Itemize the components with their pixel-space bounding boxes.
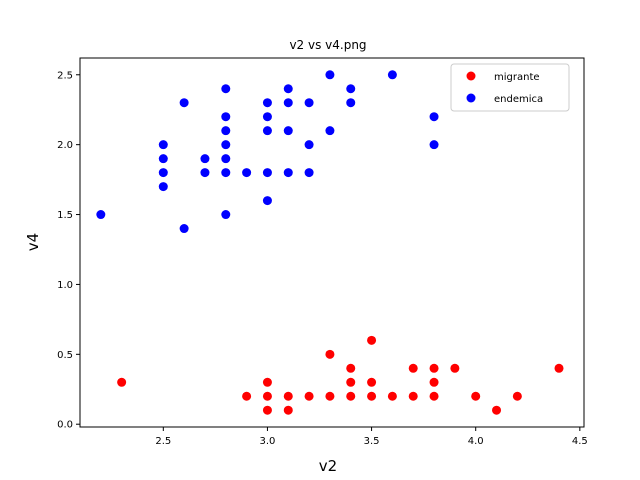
- legend-marker-endemica: [466, 93, 476, 103]
- legend-marker-migrante: [466, 71, 476, 81]
- point-endemica: [304, 98, 314, 108]
- point-endemica: [262, 112, 272, 122]
- point-migrante: [408, 391, 418, 401]
- point-endemica: [96, 210, 106, 220]
- y-tick-label: 0.5: [57, 350, 73, 361]
- point-endemica: [158, 140, 168, 150]
- point-migrante: [512, 391, 522, 401]
- point-migrante: [429, 363, 439, 373]
- point-endemica: [429, 140, 439, 150]
- point-migrante: [367, 377, 377, 387]
- point-migrante: [304, 391, 314, 401]
- point-migrante: [242, 391, 252, 401]
- point-endemica: [221, 154, 231, 164]
- x-tick-label: 3.5: [364, 436, 380, 447]
- point-endemica: [221, 84, 231, 94]
- point-migrante: [262, 391, 272, 401]
- y-axis-ticks: 0.0 0.5 1.0 1.5 2.0 2.5: [57, 70, 80, 431]
- point-endemica: [429, 112, 439, 122]
- point-endemica: [200, 154, 210, 164]
- point-endemica: [283, 98, 293, 108]
- point-endemica: [221, 126, 231, 136]
- point-migrante: [387, 391, 397, 401]
- point-endemica: [262, 98, 272, 108]
- point-endemica: [221, 210, 231, 220]
- point-endemica: [283, 168, 293, 178]
- legend-label-endemica: endemica: [494, 94, 543, 105]
- y-tick-label: 2.5: [57, 70, 73, 81]
- point-endemica: [325, 70, 335, 80]
- point-endemica: [262, 196, 272, 206]
- point-endemica: [200, 168, 210, 178]
- plot-area-frame: [79, 57, 585, 428]
- x-tick-label: 4.5: [572, 436, 588, 447]
- point-endemica: [325, 126, 335, 136]
- point-migrante: [450, 363, 460, 373]
- point-migrante: [429, 377, 439, 387]
- point-migrante: [408, 363, 418, 373]
- point-endemica: [179, 98, 189, 108]
- x-axis-label: v2: [319, 457, 337, 475]
- point-endemica: [262, 126, 272, 136]
- point-migrante: [346, 391, 356, 401]
- point-endemica: [304, 140, 314, 150]
- point-endemica: [387, 70, 397, 80]
- point-endemica: [346, 84, 356, 94]
- legend-label-migrante: migrante: [494, 72, 540, 83]
- point-endemica: [283, 84, 293, 94]
- y-tick-label: 1.5: [57, 210, 73, 221]
- point-migrante: [325, 391, 335, 401]
- legend-box: [450, 63, 570, 112]
- point-migrante: [117, 377, 127, 387]
- point-migrante: [367, 391, 377, 401]
- y-tick-label: 1.0: [57, 280, 73, 291]
- point-endemica: [158, 182, 168, 192]
- point-migrante: [283, 405, 293, 415]
- point-endemica: [221, 112, 231, 122]
- point-migrante: [325, 349, 335, 359]
- y-tick-label: 2.0: [57, 140, 73, 151]
- point-endemica: [304, 168, 314, 178]
- point-migrante: [471, 391, 481, 401]
- point-migrante: [554, 363, 564, 373]
- point-migrante: [429, 391, 439, 401]
- point-migrante: [283, 391, 293, 401]
- y-tick-label: 0.0: [57, 420, 73, 431]
- chart-title: v2 vs v4.png: [289, 38, 366, 52]
- point-migrante: [346, 363, 356, 373]
- point-migrante: [262, 377, 272, 387]
- point-migrante: [262, 405, 272, 415]
- point-endemica: [158, 168, 168, 178]
- point-endemica: [262, 168, 272, 178]
- point-endemica: [221, 168, 231, 178]
- point-endemica: [242, 168, 252, 178]
- x-tick-label: 3.0: [259, 436, 275, 447]
- legend: migrante endemica: [450, 63, 570, 112]
- point-migrante: [492, 405, 502, 415]
- x-tick-label: 4.0: [468, 436, 484, 447]
- point-endemica: [179, 224, 189, 234]
- point-migrante: [367, 335, 377, 345]
- point-endemica: [158, 154, 168, 164]
- point-endemica: [283, 126, 293, 136]
- x-axis-ticks: 2.5 3.0 3.5 4.0 4.5: [155, 427, 588, 447]
- point-migrante: [346, 377, 356, 387]
- data-points: [96, 70, 564, 415]
- point-endemica: [346, 98, 356, 108]
- x-tick-label: 2.5: [155, 436, 171, 447]
- y-axis-label: v4: [24, 233, 42, 251]
- point-endemica: [221, 140, 231, 150]
